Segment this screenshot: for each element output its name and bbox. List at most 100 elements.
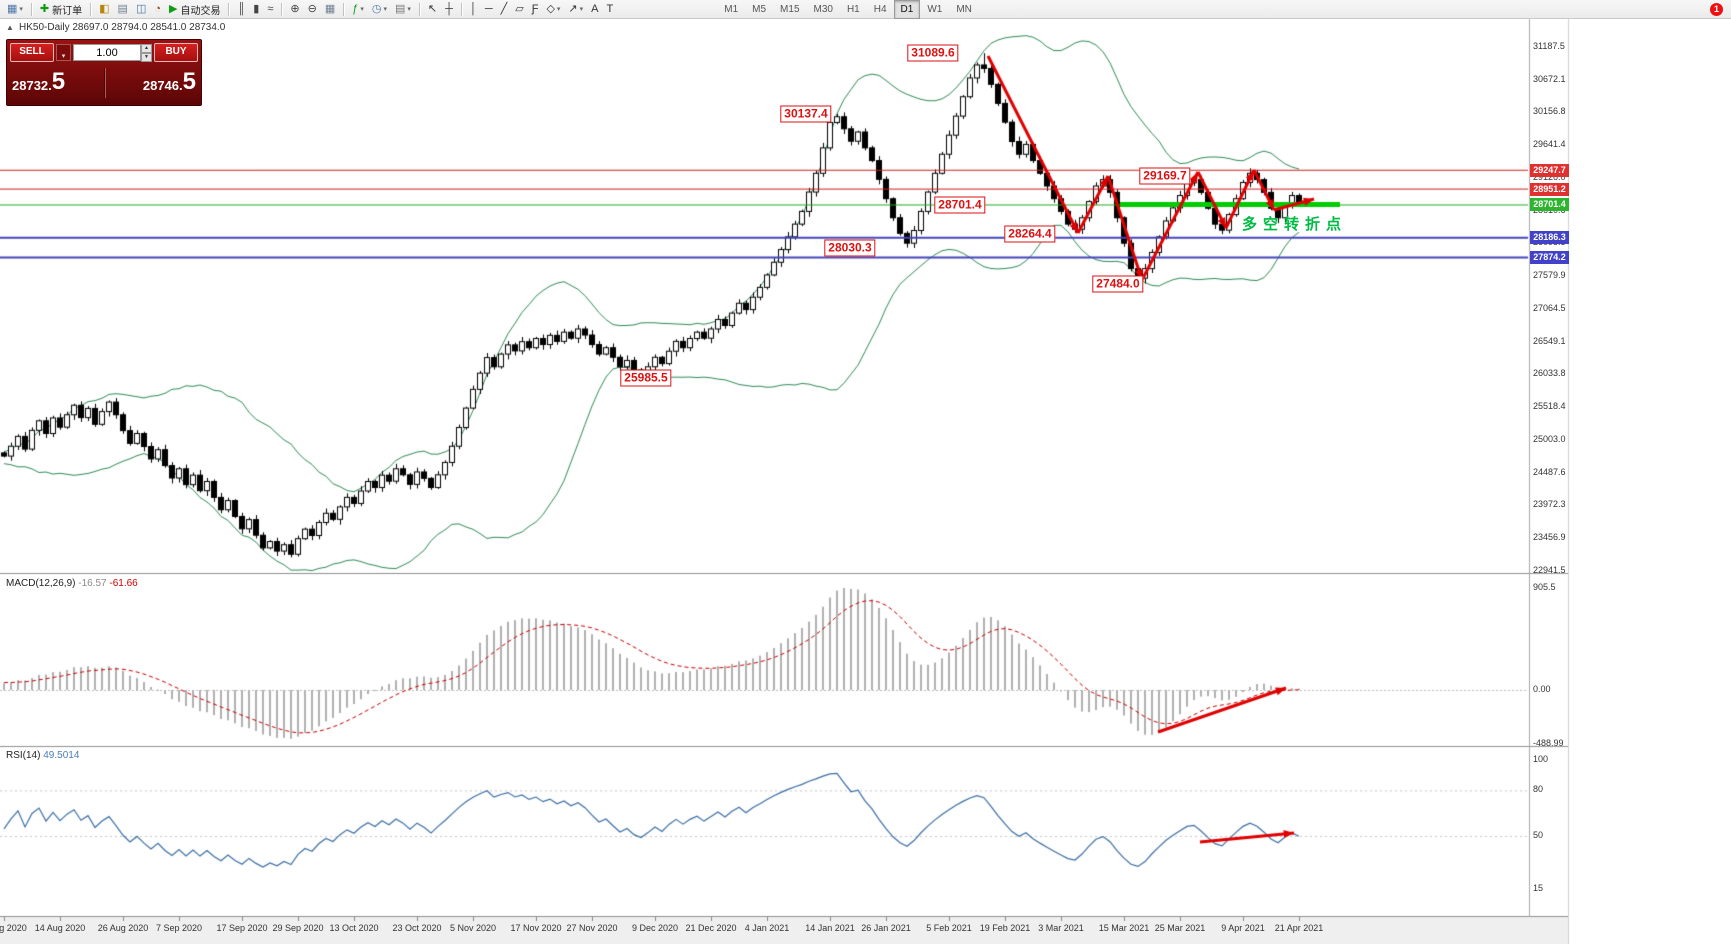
date-label: 17 Nov 2020 — [510, 923, 562, 933]
rsi-axis-label: 80 — [1533, 784, 1544, 794]
price-axis-label: 27579.9 — [1533, 270, 1566, 281]
horizontal-line-button[interactable]: ─ — [481, 0, 497, 19]
strategy-tester-button[interactable]: ◔ — [150, 0, 165, 19]
rsi-axis-label: 100 — [1533, 754, 1549, 764]
new-chart-button[interactable]: ▦ ▾ — [3, 0, 27, 19]
trade-panel-toggle-icon[interactable]: ▲ — [6, 23, 14, 32]
price-tag-27874-2: 27874.2 — [1530, 251, 1569, 265]
channel-button[interactable]: ▱ — [511, 0, 527, 19]
price-axis-label: 31187.5 — [1533, 41, 1565, 51]
timeframe-h1[interactable]: H1 — [846, 3, 860, 15]
date-label: 4 Jan 2021 — [744, 923, 790, 933]
auto-trading-button[interactable]: ▶ 自动交易 — [165, 0, 224, 19]
toolbar-separator — [228, 2, 230, 16]
price-axis-label: 22941.5 — [1533, 565, 1566, 575]
arrows-icon: ↗ — [568, 2, 578, 15]
indicators-button[interactable]: ƒ ▾ — [348, 0, 368, 19]
tile-windows-button[interactable]: ▦ — [321, 0, 339, 19]
shapes-button[interactable]: ◇ ▾ — [542, 0, 564, 19]
crosshair-button[interactable]: ┼ — [441, 0, 457, 19]
sell-price[interactable]: 28732. 5 — [12, 67, 66, 95]
buy-price[interactable]: 28746. 5 — [142, 67, 196, 95]
toolbar-separator — [343, 2, 345, 16]
date-label: 19 Feb 2021 — [979, 923, 1031, 933]
arrows-button[interactable]: ↗ ▾ — [564, 0, 587, 19]
timeframe-m5[interactable]: M5 — [752, 3, 767, 15]
macd-indicator-label: MACD(12,26,9) -16.57 -61.66 — [6, 578, 138, 589]
date-label: 7 Sep 2020 — [155, 923, 203, 933]
order-options-dropdown[interactable]: ▾ — [56, 44, 71, 61]
bar-chart-icon: ║ — [237, 2, 246, 15]
timeframe-m15[interactable]: M15 — [780, 3, 800, 15]
text-button[interactable]: A — [587, 0, 602, 19]
price-axis-label: 30672.1 — [1533, 73, 1566, 84]
zoom-in-button[interactable]: ⊕ — [286, 0, 303, 19]
data-window-icon: ▤ — [117, 2, 128, 15]
price-axis-label: 29641.4 — [1533, 139, 1566, 150]
notification-badge[interactable]: 1 — [1710, 2, 1723, 16]
price-axis-label: 23972.3 — [1533, 499, 1566, 510]
crosshair-icon: ┼ — [445, 2, 453, 15]
chevron-down-icon: ▾ — [579, 6, 584, 13]
periods-icon: ◷ — [371, 2, 382, 15]
fibonacci-icon: Ƒ — [531, 2, 539, 15]
price-label-31089: 31089.6 — [907, 44, 959, 62]
text-label-icon: T — [606, 2, 614, 15]
tile-windows-icon: ▦ — [324, 2, 336, 15]
one-click-trading-panel: SELL ▾ ▲ ▼ BUY 28732.5 28746.5 — [6, 39, 202, 106]
buy-button[interactable]: BUY — [154, 43, 198, 62]
bar-chart-button[interactable]: ║ — [233, 0, 249, 19]
volume-up-icon[interactable]: ▲ — [141, 44, 152, 53]
timeframe-d1[interactable]: D1 — [893, 0, 921, 19]
date-label: 26 Aug 2020 — [97, 923, 149, 933]
timeframe-h4[interactable]: H4 — [873, 3, 887, 15]
data-window-button[interactable]: ▤ — [114, 0, 132, 19]
vertical-line-icon: │ — [469, 2, 477, 15]
text-icon: A — [591, 2, 599, 15]
channel-icon: ▱ — [515, 2, 524, 15]
vertical-line-button[interactable]: │ — [466, 0, 481, 19]
trendline-button[interactable]: ╱ — [497, 0, 512, 19]
date-label: 5 Nov 2020 — [449, 923, 497, 933]
timeframe-w1[interactable]: W1 — [927, 3, 943, 15]
zoom-out-button[interactable]: ⊖ — [304, 0, 321, 19]
templates-button[interactable]: ▤ ▾ — [391, 0, 415, 19]
price-axis-label: 26549.1 — [1533, 335, 1566, 346]
toolbar: ▦ ▾ ✚ 新订单 ◧ ▤ ◫ ◔ ▶ 自动交易 ║ ▮ ≈ ⊕ ⊖ ▦ ƒ ▾ ◷ ▾ ▤ ▾ ↖ ┼ │ ─ ╱ ▱ Ƒ ◇ ▾ ↗ ▾ A T… — [0, 0, 1731, 19]
strategy-tester-icon: ◔ — [154, 2, 162, 15]
price-axis-label: 24487.6 — [1533, 466, 1566, 477]
fibonacci-button[interactable]: Ƒ — [528, 0, 543, 19]
toolbar-separator — [281, 2, 283, 16]
turning-point-note: 多空转折点 — [1242, 216, 1348, 233]
date-label: 13 Oct 2020 — [329, 923, 379, 933]
price-tag-29247-7: 29247.7 — [1530, 163, 1569, 177]
toolbar-separator — [418, 2, 420, 16]
rsi-axis-label: 15 — [1533, 883, 1544, 893]
volume-down-icon[interactable]: ▼ — [141, 53, 152, 62]
new-order-label: 新订单 — [52, 5, 83, 17]
navigator-button[interactable]: ◫ — [132, 0, 150, 19]
macd-axis-label: 0.00 — [1533, 684, 1551, 694]
timeframe-m1[interactable]: M1 — [724, 3, 739, 15]
date-label: 3 Mar 2021 — [1038, 923, 1084, 933]
market-watch-button[interactable]: ◧ — [95, 0, 113, 19]
timeframe-mn[interactable]: MN — [956, 3, 972, 15]
new-order-button[interactable]: ✚ 新订单 — [36, 0, 86, 19]
text-label-button[interactable]: T — [603, 0, 618, 19]
sell-button[interactable]: SELL — [10, 43, 54, 62]
price-label-29169: 29169.7 — [1139, 167, 1191, 185]
trendline-icon: ╱ — [500, 2, 508, 15]
volume-input[interactable] — [73, 44, 141, 61]
timeframe-m30[interactable]: M30 — [813, 3, 833, 15]
cursor-icon: ↖ — [427, 2, 438, 15]
navigator-icon: ◫ — [135, 2, 147, 15]
price-label-27484: 27484.0 — [1092, 275, 1144, 293]
chevron-down-icon: ▾ — [383, 6, 387, 13]
candlestick-chart-button[interactable]: ▮ — [249, 0, 263, 19]
cursor-button[interactable]: ↖ — [424, 0, 441, 19]
horizontal-line-icon: ─ — [484, 2, 493, 15]
macd-axis-label: -488.99 — [1533, 738, 1564, 748]
periods-button[interactable]: ◷ ▾ — [368, 0, 391, 19]
line-chart-button[interactable]: ≈ — [263, 0, 277, 19]
